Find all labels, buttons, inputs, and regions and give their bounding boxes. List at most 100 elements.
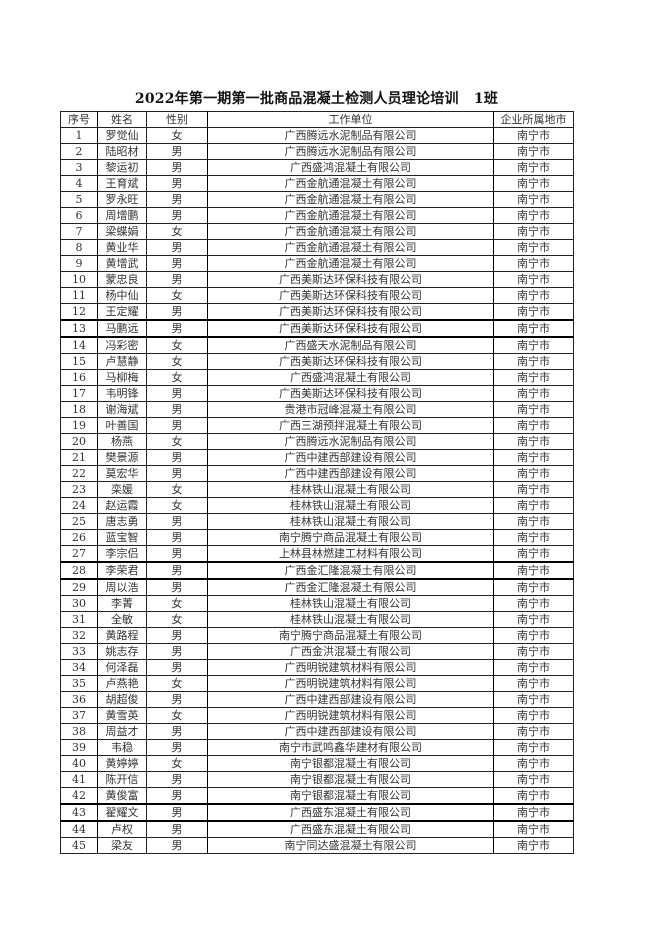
cell-city: 南宁市	[493, 159, 574, 176]
table-row: 45 梁友男南宁同达盛混凝土有限公司 南宁市	[60, 837, 574, 854]
cell-employer: 桂林铁山混凝土有限公司	[207, 497, 494, 514]
cell-employer: 广西金航通混凝土有限公司	[207, 175, 494, 192]
cell-name: 王定耀	[97, 303, 147, 321]
table-row: 27 李宗侣男上林县林燃建工材料有限公司 南宁市	[60, 545, 574, 563]
cell-index: 35	[60, 675, 98, 692]
cell-name: 黄业华	[97, 239, 147, 256]
document-title: 2022年第一期第一批商品混凝土检测人员理论培训 1班	[134, 91, 499, 107]
cell-employer: 广西腾远水泥制品有限公司	[207, 433, 494, 450]
table-row: 33 姚志存男广西金洪混凝土有限公司 南宁市	[60, 643, 574, 660]
cell-employer: 广西中建西部建设有限公司	[207, 691, 494, 708]
cell-city: 南宁市	[493, 771, 574, 788]
cell-gender: 男	[146, 191, 208, 208]
table-row: 39 韦稳男南宁市武鸣鑫华建材有限公司 南宁市	[60, 739, 574, 756]
cell-city: 南宁市	[493, 803, 574, 822]
table-row: 25 唐志勇男桂林铁山混凝土有限公司 南宁市	[60, 513, 574, 530]
cell-name: 罗觉仙	[97, 127, 147, 144]
cell-employer: 广西金航通混凝土有限公司	[207, 223, 494, 240]
cell-name: 周益才	[97, 723, 147, 740]
cell-city: 南宁市	[493, 207, 574, 224]
header-name: 姓名	[97, 111, 147, 128]
table-row: 9 黄增武男广西金航通混凝土有限公司 南宁市	[60, 255, 574, 272]
cell-index: 33	[60, 643, 98, 660]
cell-employer: 南宁同达盛混凝土有限公司	[207, 837, 494, 854]
cell-index: 31	[60, 611, 98, 628]
table-row: 19 叶善国男广西三湖预拌混凝土有限公司 南宁市	[60, 417, 574, 434]
cell-gender: 女	[146, 353, 208, 370]
cell-city: 南宁市	[493, 497, 574, 514]
cell-city: 南宁市	[493, 627, 574, 644]
cell-index: 20	[60, 433, 98, 450]
table-row: 31 全敏女桂林铁山混凝土有限公司 南宁市	[60, 611, 574, 628]
table-row: 41 陈开信男南宁银都混凝土有限公司 南宁市	[60, 771, 574, 788]
cell-employer: 广西金洪混凝土有限公司	[207, 643, 494, 660]
cell-city: 南宁市	[493, 127, 574, 144]
cell-gender: 男	[146, 739, 208, 756]
cell-index: 28	[60, 561, 98, 580]
cell-gender: 男	[146, 143, 208, 160]
table-row: 12 王定耀男广西美斯达环保科技有限公司 南宁市	[60, 303, 574, 321]
table-row: 42 黄俊富男南宁银都混凝土有限公司 南宁市	[60, 787, 574, 805]
table-row: 4 王育斌男广西金航通混凝土有限公司 南宁市	[60, 175, 574, 192]
cell-city: 南宁市	[493, 336, 574, 354]
table-row: 35 卢燕艳女广西明锐建筑材料有限公司 南宁市	[60, 675, 574, 692]
cell-name: 卢慧静	[97, 353, 147, 370]
cell-employer: 广西腾远水泥制品有限公司	[207, 127, 494, 144]
cell-employer: 广西金航通混凝土有限公司	[207, 255, 494, 272]
cell-name: 谢海斌	[97, 401, 147, 418]
cell-employer: 广西盛鸿混凝土有限公司	[207, 369, 494, 386]
table-row: 37 黄雪英女广西明锐建筑材料有限公司 南宁市	[60, 707, 574, 724]
cell-index: 12	[60, 303, 98, 321]
cell-gender: 男	[146, 529, 208, 546]
cell-city: 南宁市	[493, 837, 574, 854]
cell-city: 南宁市	[493, 255, 574, 272]
cell-gender: 男	[146, 787, 208, 805]
cell-city: 南宁市	[493, 417, 574, 434]
cell-name: 黄雪英	[97, 707, 147, 724]
table-row: 44 卢权男广西盛东混凝土有限公司 南宁市	[60, 820, 574, 838]
cell-employer: 广西三湖预拌混凝土有限公司	[207, 417, 494, 434]
table-row: 14 冯彩密女广西盛天水泥制品有限公司 南宁市	[60, 336, 574, 354]
cell-city: 南宁市	[493, 319, 574, 338]
cell-city: 南宁市	[493, 369, 574, 386]
cell-name: 全敏	[97, 611, 147, 628]
cell-gender: 女	[146, 675, 208, 692]
cell-city: 南宁市	[493, 271, 574, 288]
table-row: 36 胡超俊男广西中建西部建设有限公司 南宁市	[60, 691, 574, 708]
cell-city: 南宁市	[493, 513, 574, 530]
cell-city: 南宁市	[493, 643, 574, 660]
cell-name: 李宗侣	[97, 545, 147, 563]
cell-employer: 广西金汇隆混凝土有限公司	[207, 561, 494, 580]
cell-name: 李荣君	[97, 561, 147, 580]
cell-employer: 广西盛鸿混凝土有限公司	[207, 159, 494, 176]
cell-employer: 广西明锐建筑材料有限公司	[207, 707, 494, 724]
cell-employer: 南宁腾宁商品混凝土有限公司	[207, 529, 494, 546]
cell-city: 南宁市	[493, 433, 574, 450]
trainee-table: 序号 姓名 性别 工作单位 企业所属地市 1 罗觉仙女广西腾远水泥制品有限公司 南宁…	[60, 111, 574, 854]
cell-name: 周增鹏	[97, 207, 147, 224]
cell-gender: 女	[146, 611, 208, 628]
cell-name: 韦稳	[97, 739, 147, 756]
cell-city: 南宁市	[493, 143, 574, 160]
cell-index: 3	[60, 159, 98, 176]
cell-index: 2	[60, 143, 98, 160]
cell-employer: 广西美斯达环保科技有限公司	[207, 385, 494, 402]
cell-name: 马鹏远	[97, 319, 147, 338]
table-row: 34 何泽磊男广西明锐建筑材料有限公司 南宁市	[60, 659, 574, 676]
cell-name: 陈开信	[97, 771, 147, 788]
table-row: 40 黄婷婷女南宁银都混凝土有限公司 南宁市	[60, 755, 574, 772]
cell-name: 黄俊富	[97, 787, 147, 805]
cell-name: 樊景源	[97, 449, 147, 466]
cell-city: 南宁市	[493, 545, 574, 563]
cell-name: 冯彩密	[97, 336, 147, 354]
cell-gender: 女	[146, 369, 208, 386]
table-row: 23 栾媛女桂林铁山混凝土有限公司 南宁市	[60, 481, 574, 498]
cell-index: 23	[60, 481, 98, 498]
table-row: 2 陆昭材男广西腾远水泥制品有限公司 南宁市	[60, 143, 574, 160]
cell-name: 梁友	[97, 837, 147, 854]
cell-index: 36	[60, 691, 98, 708]
cell-gender: 女	[146, 595, 208, 612]
cell-index: 39	[60, 739, 98, 756]
table-row: 6 周增鹏男广西金航通混凝土有限公司 南宁市	[60, 207, 574, 224]
cell-gender: 男	[146, 271, 208, 288]
